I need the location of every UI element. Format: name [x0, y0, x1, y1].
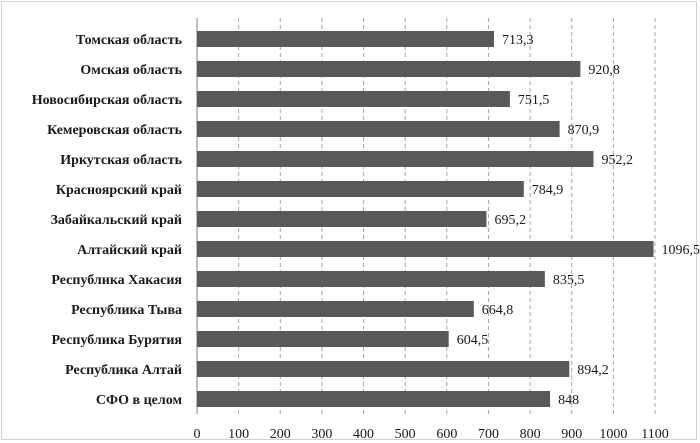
x-tick-label: 100: [228, 427, 249, 442]
category-label: Иркутская область: [60, 153, 182, 168]
category-label: Омская область: [80, 63, 182, 78]
value-label: 920,8: [588, 63, 620, 78]
value-label: 848: [558, 393, 579, 408]
bar: [197, 241, 654, 257]
value-label: 952,2: [601, 153, 633, 168]
value-label: 695,2: [494, 213, 526, 228]
x-tick-label: 1000: [599, 427, 627, 442]
bar: [197, 31, 494, 47]
bar: [197, 271, 545, 287]
bar: [197, 391, 551, 407]
bar: [197, 301, 474, 317]
bar: [197, 151, 594, 167]
x-tick-label: 200: [270, 427, 291, 442]
value-label: 664,8: [482, 303, 514, 318]
value-label: 870,9: [568, 123, 600, 138]
bar: [197, 121, 560, 137]
bar: [197, 211, 487, 227]
category-label: Республика Хакасия: [51, 273, 182, 288]
x-tick-label: 700: [478, 427, 499, 442]
x-tick-label: 400: [353, 427, 374, 442]
category-label: СФО в целом: [96, 393, 183, 408]
category-label: Республика Бурятия: [51, 333, 182, 348]
value-label: 1096,5: [662, 243, 700, 258]
category-label: Забайкальский край: [50, 213, 182, 228]
bar: [197, 61, 581, 77]
x-tick-label: 500: [395, 427, 416, 442]
category-label: Новосибирская область: [32, 93, 183, 108]
bar: [197, 181, 524, 197]
x-tick-label: 1100: [641, 427, 668, 442]
category-label: Томская область: [76, 33, 183, 48]
value-label: 835,5: [553, 273, 585, 288]
value-label: 784,9: [532, 183, 564, 198]
value-label: 713,3: [502, 33, 534, 48]
x-tick-label: 800: [520, 427, 541, 442]
value-label: 604,5: [457, 333, 489, 348]
category-label: Республика Алтай: [65, 363, 182, 378]
x-tick-label: 900: [561, 427, 582, 442]
value-label: 894,2: [577, 363, 609, 378]
bar: [197, 91, 510, 107]
bar: [197, 331, 449, 347]
x-tick-label: 600: [436, 427, 457, 442]
bar: [197, 361, 570, 377]
category-label: Кемеровская область: [47, 123, 182, 138]
category-label: Республика Тыва: [71, 303, 182, 318]
value-label: 751,5: [518, 93, 550, 108]
x-tick-label: 300: [311, 427, 332, 442]
category-label: Алтайский край: [77, 243, 182, 258]
category-label: Красноярский край: [56, 183, 182, 198]
x-tick-label: 0: [194, 427, 201, 442]
